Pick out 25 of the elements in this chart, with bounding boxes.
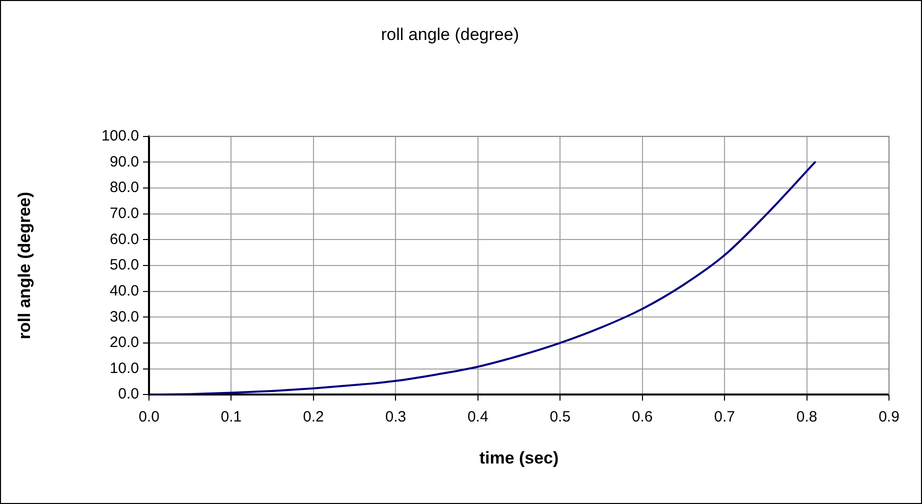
y-tick-label: 0.0: [118, 386, 139, 403]
y-axis-title: roll angle (degree): [14, 192, 34, 340]
x-tick-label: 0.9: [878, 408, 900, 426]
x-axis-title: time (sec): [479, 448, 559, 468]
line-series: [149, 161, 816, 395]
y-tick-label: 10.0: [110, 360, 139, 377]
x-tick-label: 0.4: [467, 408, 488, 426]
x-tick-label: 0.6: [632, 408, 653, 426]
y-tick-label: 30.0: [110, 308, 139, 326]
y-tick-label: 50.0: [110, 256, 139, 274]
x-tick-label: 0.2: [303, 408, 324, 426]
y-tick-label: 100.0: [101, 128, 139, 145]
y-tick-label: 60.0: [110, 230, 139, 248]
x-tick-label: 0.7: [714, 408, 735, 426]
x-tick-label: 0.1: [220, 408, 242, 426]
x-tick-label: 0.3: [385, 408, 406, 426]
x-tick-label: 0.5: [550, 408, 571, 426]
y-tick-label: 90.0: [110, 153, 139, 170]
y-tick-label: 70.0: [110, 205, 139, 222]
y-tick-label: 40.0: [110, 282, 139, 300]
x-tick-label: 0.8: [796, 408, 818, 426]
y-tick-label: 20.0: [110, 334, 139, 352]
chart-title: roll angle (degree): [381, 24, 519, 44]
y-tick-label: 80.0: [110, 179, 139, 196]
x-tick-label: 0.0: [138, 408, 160, 426]
